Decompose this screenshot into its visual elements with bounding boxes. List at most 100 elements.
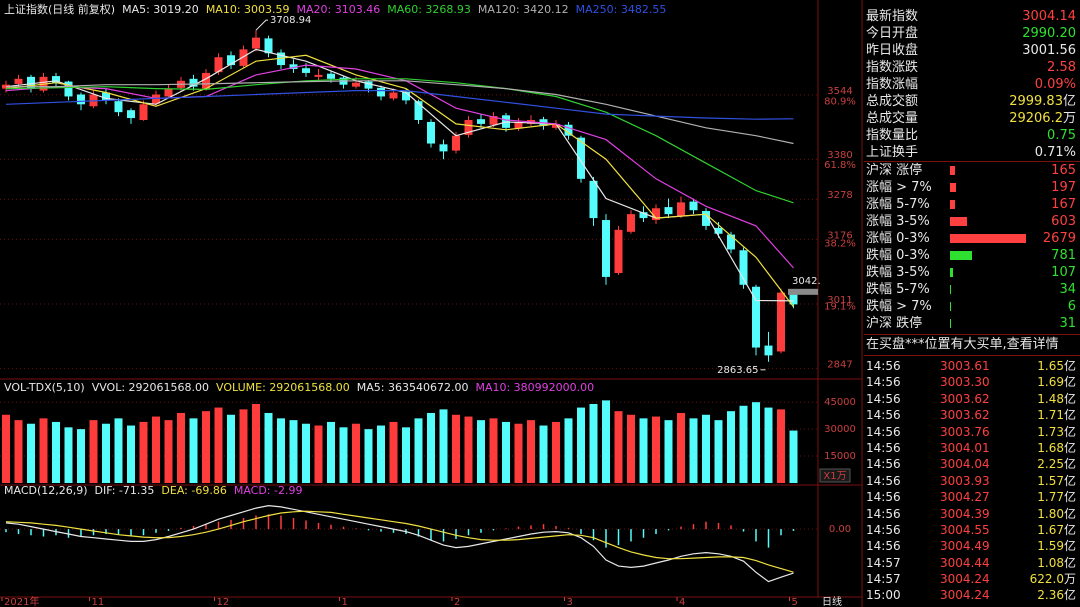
candle-body — [577, 137, 585, 179]
candle-body — [152, 94, 160, 104]
y-tick-label: 30000 — [824, 424, 856, 435]
volume-bar — [552, 421, 560, 483]
tick-price: 3004.01 — [940, 440, 990, 455]
quote-row: 总成交额 2999.83亿 — [864, 93, 1080, 110]
tick-row: 14:56 3004.01 1.68亿 — [864, 440, 1080, 456]
distribution-row: 跌幅 0-3% 781 — [864, 247, 1080, 264]
quote-value: 0.75 — [1047, 127, 1076, 144]
candle-body — [439, 144, 448, 152]
candle-body — [664, 207, 673, 215]
volume-bar — [539, 425, 548, 483]
candle-body — [627, 214, 635, 232]
tick-price: 3004.44 — [940, 555, 990, 570]
y-tick-label: 3544 — [827, 86, 852, 97]
volume-bar — [752, 402, 760, 483]
candle-body — [102, 92, 110, 101]
macd-legend: MACD(12,26,9) DIF: -71.35 DEA: -69.86 MACD:… — [4, 483, 309, 499]
quote-value: 2999.83亿 — [1009, 93, 1076, 110]
volume-bar — [652, 416, 660, 483]
volume-bar — [77, 429, 85, 483]
level-label: 19.1% — [824, 302, 856, 313]
banner[interactable]: 在买盘***位置有大买单,查看详情 — [864, 334, 1080, 356]
tick-amount-unit: 亿 — [1063, 408, 1076, 423]
unit-label: X1万 — [823, 471, 846, 482]
distribution-row: 涨幅 0-3% 2679 — [864, 230, 1080, 247]
tick-amount-unit: 亿 — [1063, 457, 1076, 472]
candle-body — [464, 120, 473, 135]
volume-bar — [14, 420, 23, 483]
tick-amount-number: 622.0 — [1029, 572, 1064, 587]
quote-label: 指数涨跌 — [866, 60, 919, 75]
candle-body — [614, 229, 623, 273]
ma-line — [5, 78, 794, 204]
tick-amount-number: 1.73 — [1037, 424, 1064, 439]
candle-body — [377, 87, 385, 97]
tick-amount-number: 1.69 — [1037, 375, 1064, 390]
tick-time: 14:56 — [866, 375, 901, 390]
tick-time: 14:56 — [866, 490, 901, 505]
candle-body — [752, 286, 760, 348]
tick-amount-number: 1.48 — [1037, 391, 1064, 406]
quote-value: 0.09% — [1035, 76, 1076, 93]
volume-bar — [189, 418, 198, 483]
candle-body — [389, 92, 398, 99]
distribution-row: 跌幅 3-5% 107 — [864, 264, 1080, 281]
candle-body — [652, 208, 660, 221]
candle-body — [327, 73, 335, 79]
tick-time: 14:56 — [866, 473, 901, 488]
tick-time: 14:56 — [866, 522, 901, 537]
price-legend: 上证指数(日线 前复权) MA5: 3019.20 MA10: 3003.59 MA2… — [4, 2, 673, 18]
quote-list: 最新指数 3004.14 今日开盘 2990.20 昨日收盘 3001.56 指数涨跌 2.5… — [864, 8, 1080, 161]
legend-entry: MA10: 380992000.00 — [475, 381, 595, 394]
tick-row: 14:56 3004.04 2.25亿 — [864, 456, 1080, 472]
tick-row: 14:57 3004.44 1.08亿 — [864, 555, 1080, 571]
tick-amount-number: 1.77 — [1037, 490, 1064, 505]
volume-bar — [727, 411, 735, 483]
volume-bar — [227, 414, 235, 483]
volume-bar — [102, 423, 110, 483]
tick-row: 14:56 3003.93 1.57亿 — [864, 473, 1080, 489]
tick-price: 3003.62 — [940, 391, 990, 406]
quote-number: 2990.20 — [1022, 26, 1076, 41]
quote-label: 指数量比 — [866, 128, 919, 143]
candle-body — [452, 135, 460, 151]
legend-entry: MA250: 3482.55 — [575, 3, 667, 16]
tick-row: 14:56 3004.27 1.77亿 — [864, 489, 1080, 505]
candle-body — [77, 94, 85, 105]
distribution-label: 涨幅 0-3% — [866, 231, 930, 246]
candle-body — [789, 294, 798, 305]
candle-body — [202, 72, 210, 89]
volume-bar — [502, 421, 510, 483]
volume-bar — [602, 400, 610, 483]
tick-price: 3004.24 — [940, 572, 990, 587]
candle-body — [14, 78, 23, 84]
distribution-bar — [950, 200, 955, 209]
quote-value: 2990.20 — [1022, 25, 1076, 42]
volume-bar — [389, 421, 398, 483]
candle-body — [477, 119, 485, 124]
tick-amount: 1.57亿 — [1037, 473, 1076, 489]
distribution-bar — [950, 319, 951, 328]
candle-body — [639, 212, 648, 219]
tick-amount: 1.77亿 — [1037, 489, 1076, 505]
tick-amount: 1.71亿 — [1037, 407, 1076, 423]
candle-body — [252, 37, 260, 49]
price-tag — [788, 288, 818, 295]
tick-amount: 1.69亿 — [1037, 374, 1076, 390]
candle-body — [302, 68, 310, 73]
quote-unit: 亿 — [1062, 94, 1076, 109]
distribution-row: 涨幅 3-5% 603 — [864, 213, 1080, 230]
tick-amount-number: 1.80 — [1037, 506, 1064, 521]
distribution-list: 沪深 涨停 165 涨幅 > 7% 197 涨幅 5-7% 167 涨幅 3-5% 603 涨幅… — [864, 161, 1080, 332]
distribution-label: 沪深 涨停 — [866, 163, 923, 178]
tick-time: 14:56 — [866, 424, 901, 439]
volume-bar — [202, 411, 210, 483]
volume-bar — [52, 421, 60, 483]
candle-body — [139, 104, 148, 120]
x-axis-label: 日线 — [822, 595, 842, 607]
ma-line — [5, 54, 794, 308]
volume-bar — [239, 409, 248, 483]
volume-bar — [139, 421, 148, 483]
volume-bar — [414, 418, 423, 483]
tick-amount-unit: 亿 — [1063, 490, 1076, 505]
